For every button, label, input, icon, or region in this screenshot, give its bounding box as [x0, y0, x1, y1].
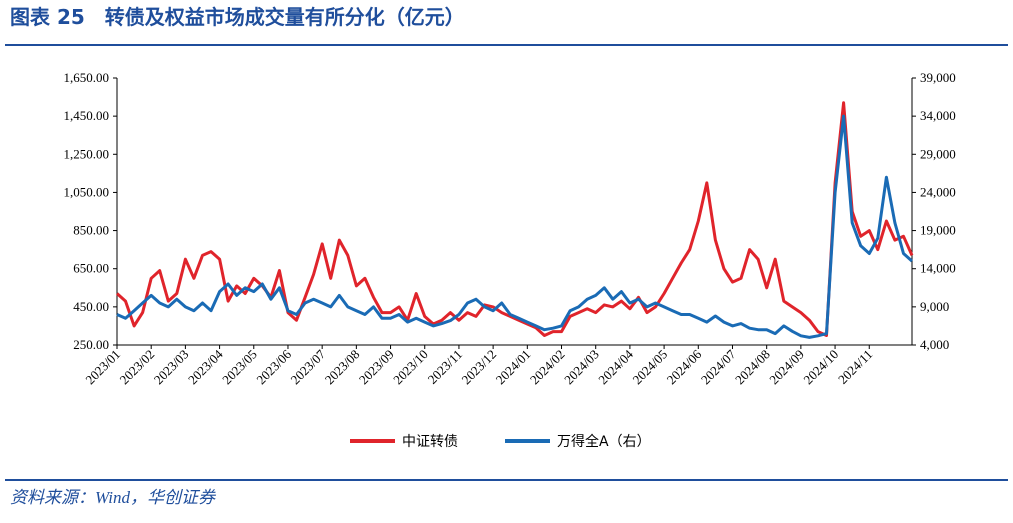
x-tick-label: 2023/06 — [253, 346, 294, 387]
y2-tick-label: 4,000 — [920, 337, 949, 352]
y2-tick-label: 9,000 — [920, 299, 949, 314]
x-tick-label: 2024/04 — [595, 346, 636, 387]
y2-tick-label: 34,000 — [920, 108, 956, 123]
y-tick-label: 250.00 — [73, 337, 109, 352]
x-tick-label: 2023/05 — [219, 347, 260, 388]
legend-label: 中证转债 — [402, 434, 458, 450]
x-tick-label: 2024/05 — [629, 347, 670, 388]
x-tick-label: 2023/04 — [185, 346, 226, 387]
x-tick-label: 2023/12 — [459, 347, 500, 388]
chart-title: 图表 25 转债及权益市场成交量有所分化（亿元） — [10, 5, 465, 29]
series-line — [116, 101, 914, 337]
x-tick-label: 2024/08 — [732, 347, 773, 388]
y-tick-label: 1,250.00 — [64, 146, 110, 161]
x-tick-label: 2023/08 — [322, 347, 363, 388]
x-tick-label: 2024/09 — [766, 347, 807, 388]
x-tick-label: 2023/09 — [356, 347, 397, 388]
y-tick-label: 850.00 — [73, 223, 109, 238]
y2-tick-label: 14,000 — [920, 261, 956, 276]
x-tick-label: 2024/06 — [664, 346, 705, 387]
source-note: 资料来源：Wind，华创证券 — [10, 488, 217, 507]
x-tick-label: 2024/11 — [835, 347, 875, 387]
x-tick-label: 2023/10 — [390, 347, 431, 388]
legend-label: 万得全A（右） — [557, 433, 651, 450]
y-tick-label: 450.00 — [73, 299, 109, 314]
y2-tick-label: 24,000 — [920, 184, 956, 199]
x-tick-label: 2024/10 — [800, 347, 841, 388]
y-tick-label: 650.00 — [73, 261, 109, 276]
y2-tick-label: 19,000 — [920, 223, 956, 238]
x-tick-label: 2024/07 — [698, 346, 739, 387]
x-tick-label: 2023/03 — [151, 347, 192, 388]
x-tick-label: 2024/02 — [527, 347, 568, 388]
x-tick-label: 2024/03 — [561, 347, 602, 388]
y-tick-label: 1,650.00 — [64, 70, 110, 85]
y-tick-label: 1,050.00 — [64, 184, 110, 199]
x-tick-label: 2024/01 — [493, 347, 534, 388]
x-tick-label: 2023/11 — [425, 347, 465, 387]
y2-tick-label: 29,000 — [920, 146, 956, 161]
series-line — [116, 114, 913, 339]
x-tick-label: 2023/02 — [117, 347, 158, 388]
x-tick-label: 2023/01 — [82, 347, 123, 388]
x-tick-label: 2023/07 — [288, 346, 329, 387]
y-tick-label: 1,450.00 — [64, 108, 110, 123]
y2-tick-label: 39,000 — [920, 70, 956, 85]
